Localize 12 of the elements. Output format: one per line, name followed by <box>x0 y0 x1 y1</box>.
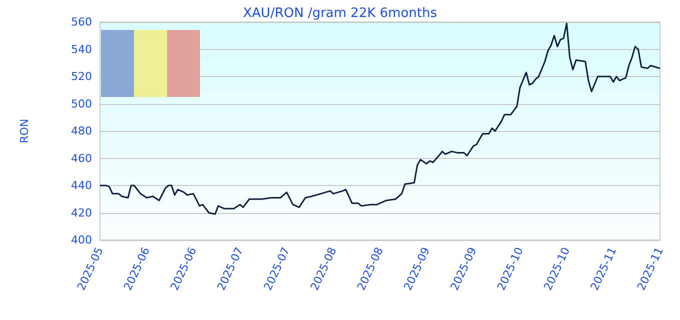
y-tick-label: 440 <box>71 179 92 192</box>
y-axis-title: RON <box>18 118 31 144</box>
y-tick-label: 500 <box>71 97 92 110</box>
y-tick-label: 560 <box>71 16 92 28</box>
chart-title: XAU/RON /gram 22K 6months <box>243 6 438 21</box>
y-tick-label: 460 <box>71 152 92 165</box>
y-tick-label: 400 <box>71 234 92 246</box>
line-series <box>99 22 661 215</box>
y-tick-label: 420 <box>71 206 92 220</box>
y-tick-label: 520 <box>71 70 92 83</box>
y-tick-label: 480 <box>71 124 92 138</box>
y-tick-label: 540 <box>71 42 92 56</box>
